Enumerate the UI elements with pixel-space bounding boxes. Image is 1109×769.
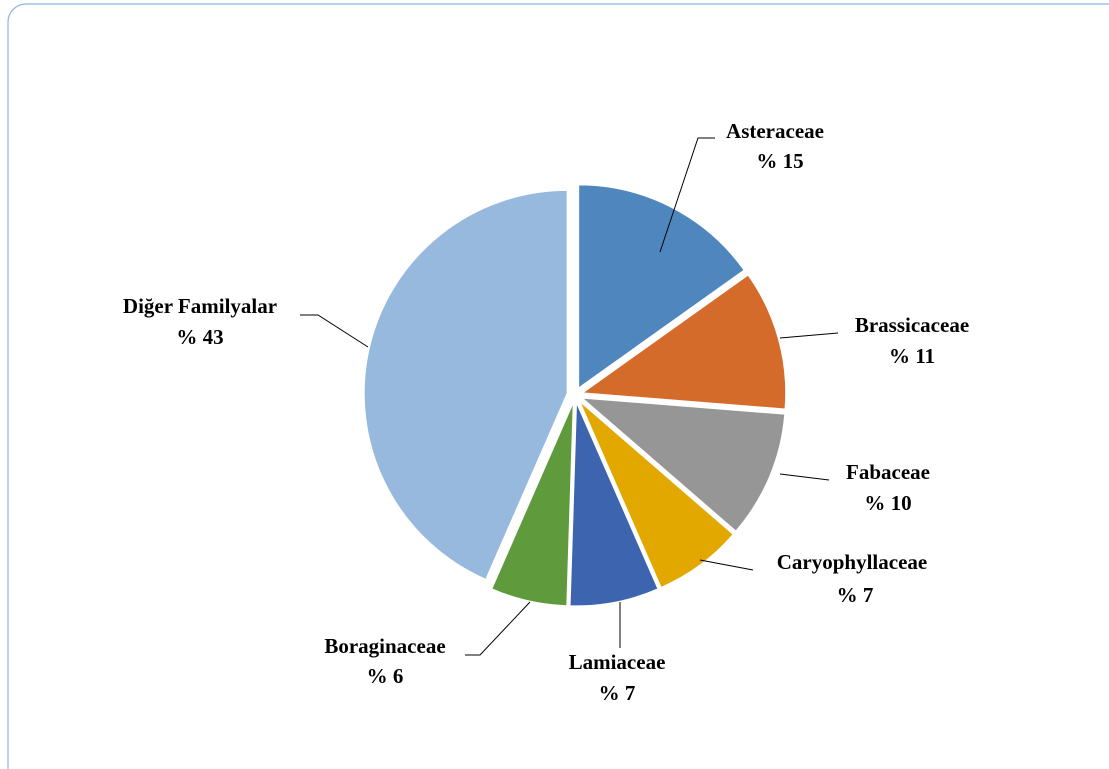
slice-value-label: % 10	[864, 491, 911, 515]
pie-slice	[581, 274, 787, 410]
slice-label: Asteraceae	[726, 119, 824, 143]
slice-label: Diğer Familyalar	[123, 294, 277, 318]
leader-line	[300, 314, 369, 348]
pie-slice	[569, 402, 659, 607]
leader-line	[699, 559, 754, 571]
slice-value-label: % 43	[176, 325, 223, 349]
leader-line	[779, 332, 839, 339]
slice-value-label: % 6	[367, 664, 404, 688]
slice-label: Boraginaceae	[324, 634, 445, 658]
slice-label: Lamiaceae	[569, 650, 666, 674]
slice-value-label: % 7	[599, 681, 636, 705]
pie-slice	[363, 189, 568, 580]
slice-value-label: % 7	[837, 583, 874, 607]
slice-label: Caryophyllaceae	[777, 550, 927, 574]
slice-label: Fabaceae	[846, 460, 930, 484]
slice-value-label: % 15	[756, 149, 803, 173]
pie-slice	[578, 184, 745, 389]
leader-line	[465, 601, 531, 656]
leader-line	[659, 137, 715, 253]
slice-value-label: % 11	[889, 344, 935, 368]
pie-slice	[580, 397, 786, 532]
pie-slice	[579, 401, 734, 589]
leader-line	[779, 473, 830, 481]
slice-label: Brassicaceae	[855, 313, 969, 337]
pie-slice	[491, 402, 574, 607]
